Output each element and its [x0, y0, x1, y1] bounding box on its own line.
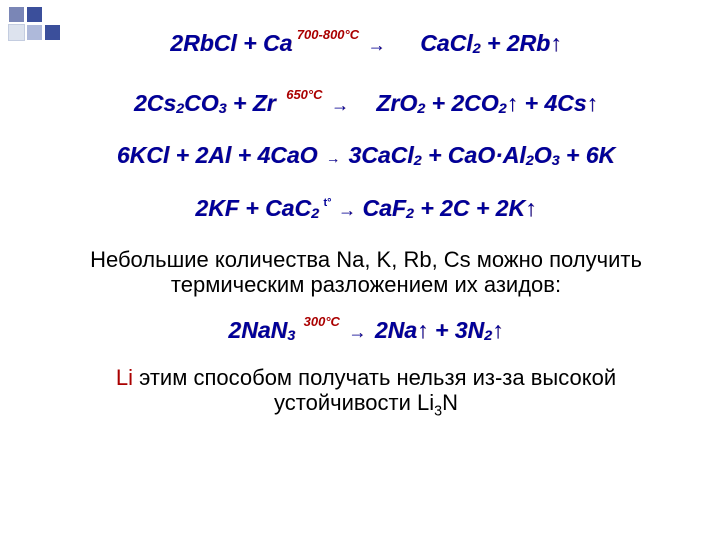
deco-square	[26, 6, 43, 23]
r4-lhs: 2KF + CaC2	[195, 195, 319, 221]
reaction-2: 2Cs2CO3 + Zr 650°C → xx ZrO2 + 2CO2↑ + 4…	[48, 88, 684, 118]
reaction-3: 6KCl + 2Al + 4CaO → 3CaCl2 + CaO·Al2O3 +…	[48, 143, 684, 170]
p1-line1: Небольшие количества Na, K, Rb, Cs можно…	[90, 247, 642, 272]
p1-line2: термическим разложением их азидов:	[171, 272, 561, 297]
r2-condition: 650°C	[286, 88, 322, 101]
r3-arrow: →	[322, 150, 344, 166]
deco-square	[26, 24, 43, 41]
r4-arrow: →	[336, 200, 358, 220]
corner-decoration	[0, 0, 160, 44]
deco-square	[8, 24, 25, 41]
p2-line1: этим способом получать нельзя из-за высо…	[133, 365, 616, 390]
reaction-4: 2KF + CaC2 t° → CaF2 + 2C + 2K↑	[48, 196, 684, 223]
deco-square	[8, 6, 25, 23]
r5-arrow: →	[344, 322, 370, 342]
paragraph-azides: Небольшие количества Na, K, Rb, Cs можно…	[48, 247, 684, 298]
r2-lhs: 2Cs2CO3 + Zr	[134, 90, 276, 116]
r5-rhs: 2Na↑ + 3N2↑	[375, 317, 504, 343]
p2-line2: устойчивости Li3N	[274, 390, 458, 415]
paragraph-li-note: Li этим способом получать нельзя из-за в…	[48, 365, 684, 420]
slide: 2RbCl + Ca 700-800°C → xxx CaCl2 + 2Rb↑ …	[0, 0, 720, 540]
r4-rhs: CaF2 + 2C + 2K↑	[362, 195, 536, 221]
r1-arrow: →	[364, 35, 390, 55]
r1-rhs: CaCl2 + 2Rb↑	[420, 30, 562, 56]
r3-lhs: 6KCl + 2Al + 4CaO	[117, 142, 318, 168]
deco-square	[44, 24, 61, 41]
r2-rhs: ZrO2 + 2CO2↑ + 4Cs↑	[376, 90, 598, 116]
r4-condition: t°	[323, 197, 331, 209]
reaction-5: 2NaN3 300°C → 2Na↑ + 3N2↑	[48, 315, 684, 345]
r1-lhs: 2RbCl + Ca	[170, 30, 292, 56]
r1-condition: 700-800°C	[297, 28, 359, 41]
r5-lhs: 2NaN3	[228, 317, 295, 343]
li-highlight: Li	[116, 365, 133, 390]
r5-condition: 300°C	[304, 315, 340, 328]
r2-arrow: →	[327, 95, 353, 115]
r3-rhs: 3CaCl2 + CaO·Al2O3 + 6K	[348, 142, 615, 168]
